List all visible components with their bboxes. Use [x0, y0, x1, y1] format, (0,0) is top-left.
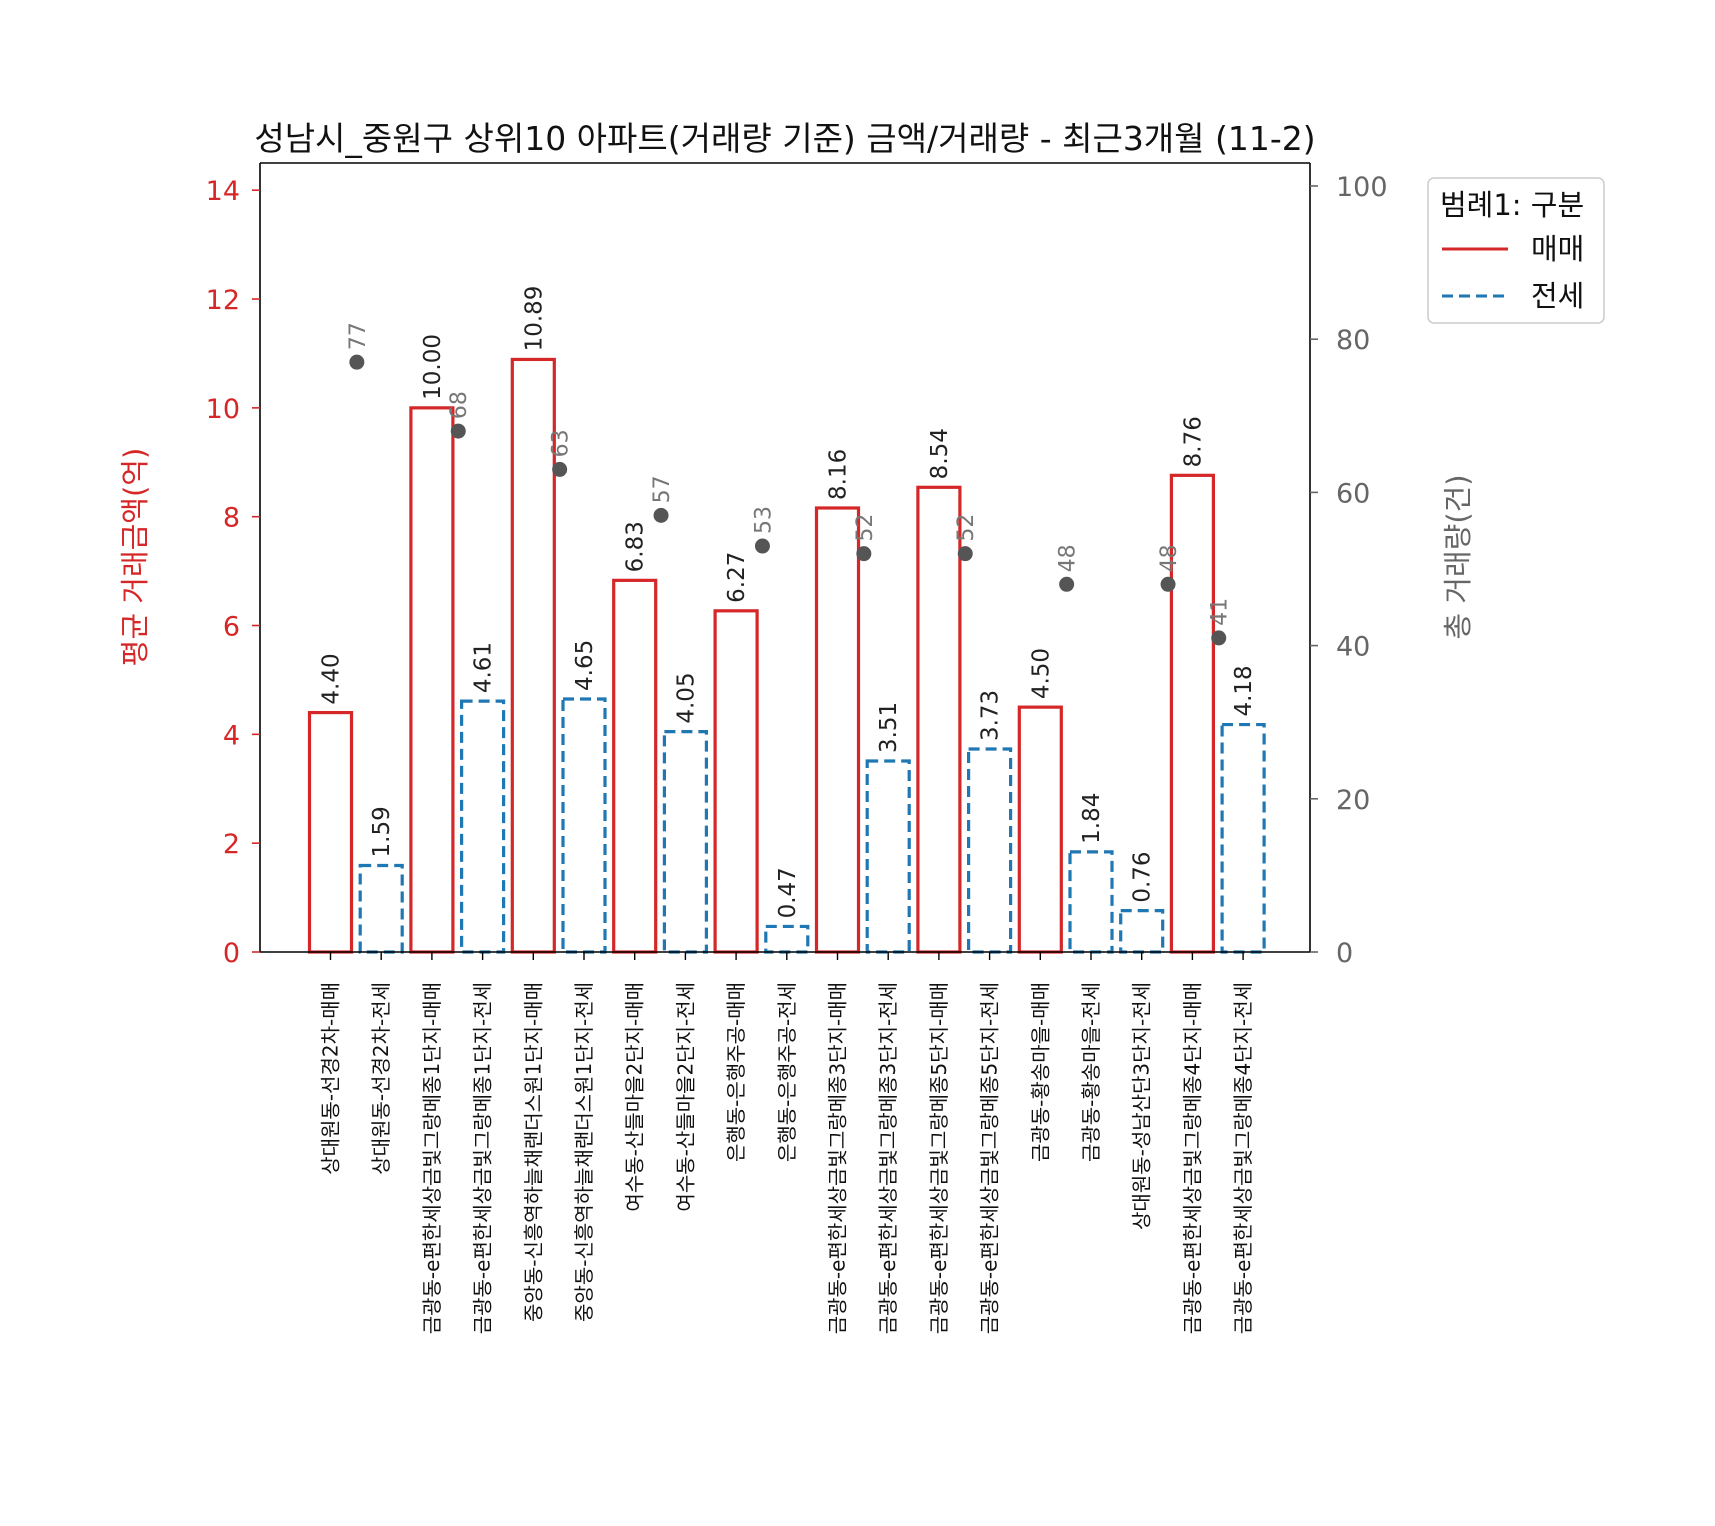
y-axis-title: 평균 거래금액(억)	[118, 448, 152, 667]
y2-tick-label: 40	[1336, 632, 1370, 663]
bar-value-label: 8.76	[1180, 416, 1206, 467]
bar-value-label: 8.16	[826, 449, 852, 500]
count-value-label: 57	[650, 475, 675, 503]
count-marker	[1059, 576, 1075, 592]
y2-tick-label: 0	[1336, 938, 1353, 969]
bar-value-label: 4.40	[319, 653, 345, 704]
count-value-label: 41	[1208, 598, 1233, 626]
y-tick-label: 10	[206, 394, 240, 425]
jeonse-bar	[865, 759, 911, 954]
count-value-label: 48	[1157, 544, 1182, 572]
bar-value-label: 8.54	[927, 428, 953, 479]
bar-value-label: 10.00	[420, 334, 446, 400]
y2-axis-title: 총 거래량(건)	[1441, 474, 1475, 639]
legend-frame	[1427, 177, 1605, 324]
count-marker	[754, 538, 770, 554]
y-tick-label: 2	[223, 829, 240, 860]
legend-sale-label: 매매	[1531, 232, 1584, 266]
x-tick-label: 금광동-e편한세상금빛그랑메종3단지-매매	[826, 982, 850, 1334]
bar-value-label: 3.73	[978, 690, 1004, 741]
y-tick-label: 4	[223, 720, 240, 751]
x-tick-label: 여수동-산들마을2단지-전세	[673, 982, 697, 1212]
bar-value-label: 3.51	[876, 702, 902, 753]
count-value-label: 52	[853, 514, 878, 542]
x-tick-label: 은행동-은행주공-전세	[775, 982, 799, 1162]
count-marker	[349, 354, 365, 370]
bar-value-label: 4.50	[1028, 648, 1054, 699]
bar-value-label: 4.05	[673, 672, 699, 723]
bar-value-label: 4.61	[471, 642, 497, 693]
count-marker	[957, 546, 973, 562]
x-tick-label: 은행동-은행주공-매매	[724, 982, 748, 1162]
jeonse-bar	[358, 863, 404, 954]
x-tick-label: 상대원동-선경2차-매매	[319, 982, 343, 1175]
x-tick-label: 금광동-e편한세상금빛그랑메종5단지-전세	[978, 982, 1002, 1334]
count-marker	[856, 546, 872, 562]
x-tick-label: 상대원동-선경2차-전세	[369, 982, 393, 1175]
count-value-label: 48	[1056, 544, 1081, 572]
x-tick-label: 금광동-황송마을-매매	[1028, 982, 1052, 1162]
x-tick-label: 금광동-e편한세상금빛그랑메종1단지-전세	[471, 982, 495, 1334]
x-tick-label: 금광동-e편한세상금빛그랑메종4단지-매매	[1180, 982, 1204, 1334]
y-tick-label: 12	[206, 285, 240, 316]
count-value-label: 63	[549, 429, 574, 457]
x-tick-label: 여수동-산들마을2단지-매매	[623, 982, 647, 1212]
bar-value-label: 10.89	[521, 286, 547, 352]
bar-value-label: 1.84	[1079, 793, 1105, 844]
bar-value-label: 6.27	[724, 552, 750, 603]
x-tick-label: 중앙동-신흥역하늘채랜더스원1단지-매매	[521, 982, 545, 1322]
bar-value-label: 0.47	[775, 867, 801, 918]
count-marker	[653, 507, 669, 523]
chart-title: 성남시_중원구 상위10 아파트(거래량 기준) 금액/거래량 - 최근3개월 …	[254, 119, 1315, 158]
jeonse-bar	[662, 730, 709, 954]
labels-layer: 4.40 1.59 10.00 4.61 10.89 4.65 6.83 4.05 6.27 0.…	[319, 286, 1258, 919]
bar-value-label: 0.76	[1130, 851, 1156, 902]
x-tick-label: 중앙동-신흥역하늘채랜더스원1단지-전세	[572, 982, 596, 1322]
y-tick-label: 0	[223, 938, 240, 969]
x-tick-label: 금광동-e편한세상금빛그랑메종4단지-전세	[1231, 982, 1255, 1334]
count-marker	[1160, 576, 1176, 592]
x-tick-label: 금광동-e편한세상금빛그랑메종1단지-매매	[420, 982, 444, 1334]
bar-value-label: 1.59	[369, 806, 395, 857]
legend-jeonse-label: 전세	[1531, 279, 1584, 313]
count-value-label: 77	[346, 322, 371, 350]
count-value-label: 68	[447, 391, 472, 419]
y2-tick-label: 20	[1336, 785, 1370, 816]
bar-value-label: 4.18	[1231, 665, 1257, 716]
legend-title: 범례1: 구분	[1440, 188, 1584, 222]
bar-value-label: 4.65	[572, 640, 598, 691]
count-marker	[1211, 630, 1227, 646]
y2-tick-label: 60	[1336, 478, 1370, 509]
x-tick-label: 금광동-e편한세상금빛그랑메종5단지-매매	[927, 982, 951, 1334]
legend: 범례1: 구분 매매 전세	[1427, 177, 1605, 324]
bar-value-label: 6.83	[623, 521, 649, 572]
y2-tick-label: 100	[1336, 172, 1388, 203]
count-marker	[552, 461, 568, 477]
x-tick-label: 금광동-황송마을-전세	[1079, 982, 1103, 1162]
y2-tick-label: 80	[1336, 325, 1370, 356]
count-marker	[450, 423, 466, 439]
y-tick-label: 8	[223, 503, 240, 534]
y-tick-label: 14	[206, 176, 240, 207]
count-value-label: 52	[954, 514, 979, 542]
y-tick-label: 6	[223, 612, 240, 643]
count-value-label: 53	[751, 506, 776, 534]
x-tick-label: 상대원동-성남산단3단지-전세	[1130, 982, 1154, 1230]
x-tick-label: 금광동-e편한세상금빛그랑메종3단지-전세	[876, 982, 900, 1334]
